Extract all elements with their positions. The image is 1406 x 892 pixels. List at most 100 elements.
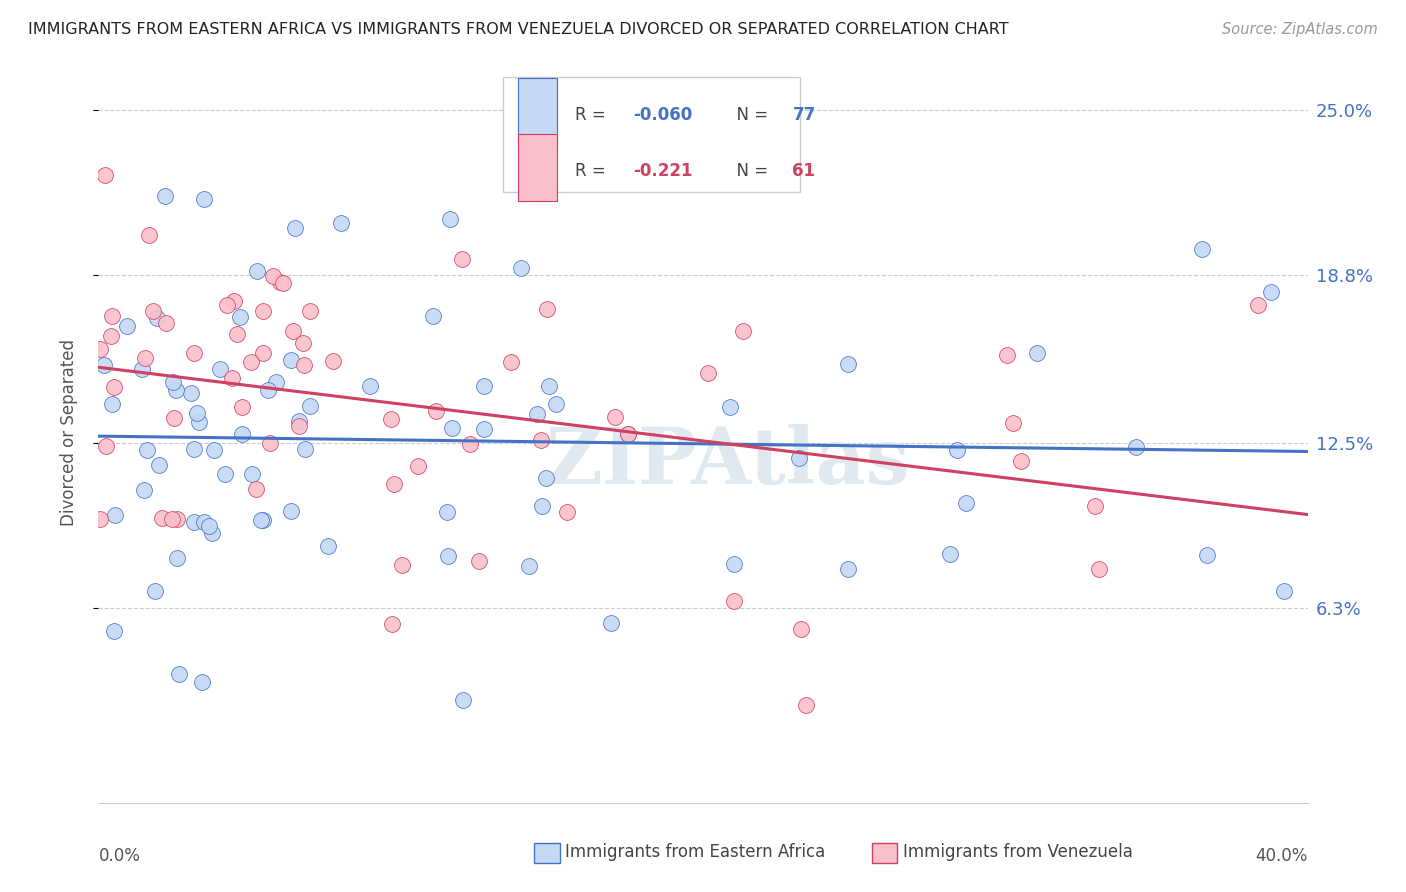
- Text: R =: R =: [575, 106, 610, 124]
- Point: [472, 422, 495, 436]
- Text: Source: ZipAtlas.com: Source: ZipAtlas.com: [1222, 22, 1378, 37]
- Point: [538, 379, 561, 393]
- FancyBboxPatch shape: [517, 78, 557, 145]
- Point: [299, 400, 322, 414]
- Point: [269, 275, 291, 289]
- Point: [101, 396, 124, 410]
- Point: [292, 359, 315, 373]
- Point: [89, 512, 111, 526]
- Point: [103, 380, 125, 394]
- Point: [191, 675, 214, 690]
- Point: [136, 443, 159, 458]
- Point: [510, 260, 533, 275]
- Point: [284, 221, 307, 235]
- Point: [138, 228, 160, 243]
- Point: [226, 326, 249, 341]
- Point: [945, 443, 967, 458]
- Point: [1247, 298, 1270, 312]
- Point: [723, 593, 745, 607]
- Text: IMMIGRANTS FROM EASTERN AFRICA VS IMMIGRANTS FROM VENEZUELA DIVORCED OR SEPARATE: IMMIGRANTS FROM EASTERN AFRICA VS IMMIGR…: [28, 22, 1008, 37]
- Point: [280, 353, 302, 368]
- Point: [280, 503, 302, 517]
- Point: [288, 414, 311, 428]
- Point: [259, 435, 281, 450]
- Point: [240, 354, 263, 368]
- Text: N =: N =: [725, 106, 773, 124]
- Point: [1010, 454, 1032, 468]
- Point: [939, 547, 962, 561]
- Point: [264, 375, 287, 389]
- Point: [474, 379, 496, 393]
- Point: [789, 622, 811, 636]
- Point: [224, 294, 246, 309]
- Point: [294, 442, 316, 456]
- Point: [193, 515, 215, 529]
- Point: [148, 458, 170, 472]
- Point: [1125, 440, 1147, 454]
- Point: [1084, 499, 1107, 513]
- Point: [468, 554, 491, 568]
- Point: [257, 383, 280, 397]
- Point: [183, 346, 205, 360]
- Y-axis label: Divorced or Separated: Divorced or Separated: [59, 339, 77, 526]
- Point: [437, 549, 460, 564]
- Point: [534, 471, 557, 485]
- Point: [600, 616, 623, 631]
- Point: [316, 539, 339, 553]
- Point: [299, 304, 322, 318]
- Point: [188, 415, 211, 429]
- Point: [231, 426, 253, 441]
- Point: [131, 362, 153, 376]
- Point: [425, 404, 447, 418]
- Point: [165, 383, 187, 397]
- Point: [787, 451, 810, 466]
- Text: ZIPAtlas: ZIPAtlas: [546, 425, 910, 500]
- Point: [406, 459, 429, 474]
- FancyBboxPatch shape: [517, 135, 557, 201]
- Point: [322, 354, 344, 368]
- Point: [530, 433, 553, 447]
- Text: -0.060: -0.060: [633, 106, 692, 124]
- Point: [240, 467, 263, 482]
- Point: [262, 269, 284, 284]
- Point: [115, 319, 138, 334]
- Point: [229, 310, 252, 324]
- Point: [134, 351, 156, 366]
- Point: [162, 376, 184, 390]
- Point: [103, 508, 125, 522]
- Point: [183, 515, 205, 529]
- Point: [217, 298, 239, 312]
- Point: [214, 467, 236, 482]
- Point: [381, 617, 404, 632]
- Point: [837, 357, 859, 371]
- Point: [150, 510, 173, 524]
- Point: [142, 304, 165, 318]
- Point: [163, 410, 186, 425]
- Point: [94, 168, 117, 182]
- Point: [530, 499, 553, 513]
- Point: [167, 667, 190, 681]
- Point: [440, 421, 463, 435]
- Point: [1025, 346, 1047, 360]
- Point: [555, 505, 578, 519]
- Point: [160, 511, 183, 525]
- Point: [221, 371, 243, 385]
- Point: [245, 483, 267, 497]
- Point: [273, 276, 295, 290]
- Point: [995, 348, 1018, 362]
- Point: [955, 496, 977, 510]
- Point: [252, 304, 274, 318]
- Point: [252, 513, 274, 527]
- Point: [1191, 242, 1213, 256]
- Point: [436, 505, 458, 519]
- Text: 77: 77: [793, 106, 815, 124]
- Point: [208, 362, 231, 376]
- Point: [718, 401, 741, 415]
- Point: [100, 329, 122, 343]
- Text: Immigrants from Venezuela: Immigrants from Venezuela: [903, 843, 1132, 861]
- Point: [1088, 561, 1111, 575]
- Point: [329, 216, 352, 230]
- Point: [166, 512, 188, 526]
- Point: [536, 302, 558, 317]
- Point: [250, 513, 273, 527]
